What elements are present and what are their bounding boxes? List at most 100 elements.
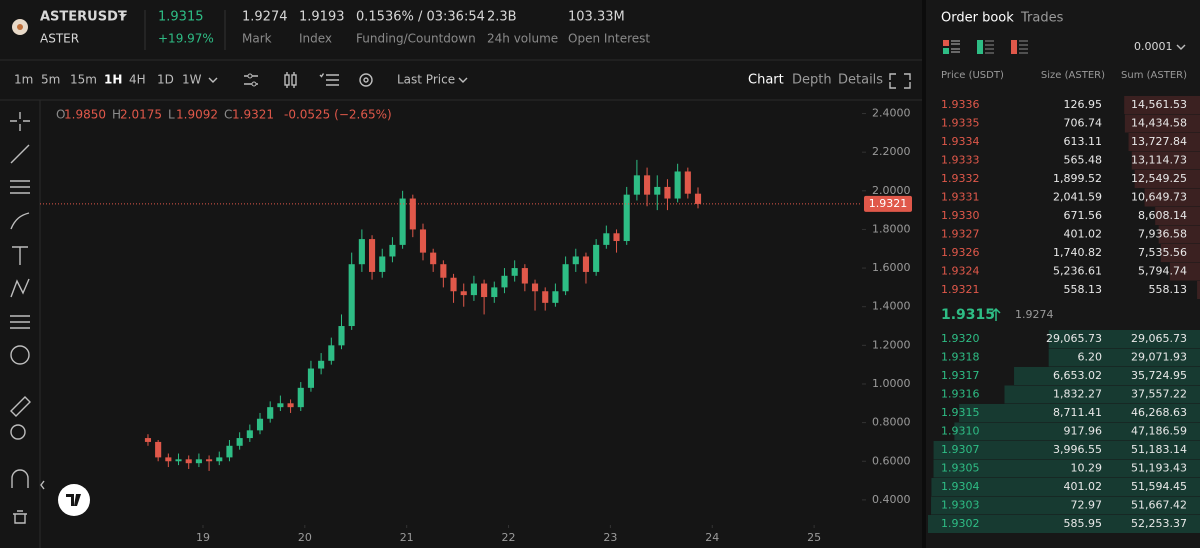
plot: 0.4000 0.6000 0.8000 1.0000 1.2000 1.4000 1.60… — [40, 107, 912, 544]
ohlc-legend: L — [168, 108, 175, 122]
ohlc-legend: -0.0525 (−2.65%) — [284, 108, 392, 122]
crosshair-tool[interactable] — [10, 112, 30, 131]
column-header: Sum (ASTER) — [1121, 70, 1187, 81]
emoji-tool[interactable] — [10, 345, 30, 365]
book-price: 1.9318 — [941, 351, 980, 364]
book-sum: 5,794.74 — [1138, 265, 1187, 278]
trash-tool[interactable] — [13, 510, 27, 524]
drawing-tools — [10, 112, 45, 524]
pattern-tool[interactable] — [10, 278, 30, 298]
candle-body — [318, 360, 325, 369]
candle-body — [521, 268, 528, 284]
candle-body — [358, 239, 365, 265]
book-sum: 51,594.45 — [1131, 480, 1187, 493]
depth-bar — [928, 515, 1200, 533]
interval[interactable]: 1m — [14, 73, 33, 87]
candle-body — [369, 239, 376, 272]
chart-panel — [0, 0, 922, 548]
candle-icon[interactable] — [284, 72, 297, 88]
book-size: 5,236.61 — [1053, 265, 1102, 278]
book-price: 1.9324 — [941, 265, 980, 278]
price-type[interactable]: Last Price — [397, 73, 455, 87]
depth-bar — [1004, 385, 1200, 404]
stat-value: 2.3B — [487, 10, 517, 25]
stat-value: 1.9274 — [242, 10, 288, 25]
interval[interactable]: 1W — [182, 73, 202, 87]
candle-body — [206, 459, 213, 462]
depth-bar — [1124, 114, 1200, 133]
mid-price: 1.9315 — [941, 307, 995, 323]
book-sum: 47,186.59 — [1131, 425, 1187, 438]
book-price: 1.9330 — [941, 209, 980, 222]
view-asks[interactable] — [1011, 40, 1028, 54]
book-price: 1.9332 — [941, 172, 980, 185]
line-tool[interactable] — [10, 144, 30, 164]
coin-icon-inner — [17, 24, 23, 30]
magnet-tool[interactable] — [11, 469, 29, 488]
interval[interactable]: 5m — [41, 73, 60, 87]
y-tick-label: 1.6000 — [872, 261, 911, 274]
view-tab[interactable]: Depth — [792, 73, 832, 88]
brush-tool[interactable] — [10, 212, 30, 230]
zoom-tool[interactable] — [10, 424, 26, 440]
fullscreen-icon[interactable] — [889, 73, 911, 89]
candle-body — [511, 268, 518, 276]
settings-icon[interactable] — [359, 73, 373, 87]
indicator-icon[interactable] — [244, 73, 258, 87]
candle-body — [277, 403, 284, 408]
collapse-tools[interactable] — [40, 480, 45, 490]
interval[interactable]: 1D — [157, 73, 174, 87]
measure-tool[interactable] — [10, 315, 30, 329]
stat-label: Index — [299, 32, 332, 46]
candle-body — [654, 186, 661, 195]
book-size: 6.20 — [1078, 351, 1103, 364]
candle-body — [267, 407, 274, 419]
ohlc-legend: C — [224, 108, 232, 122]
book-price: 1.9327 — [941, 228, 980, 241]
ruler-tool[interactable] — [10, 396, 31, 417]
book-size: 1,832.27 — [1053, 388, 1102, 401]
interval[interactable]: 1H — [104, 73, 122, 87]
view-both[interactable] — [943, 40, 960, 54]
candle-body — [175, 459, 182, 462]
candle-body — [613, 233, 620, 242]
book-sum: 10,649.73 — [1131, 191, 1187, 204]
book-size: 917.96 — [1064, 425, 1103, 438]
price-change: +19.97% — [158, 32, 214, 46]
depth-bar — [931, 478, 1200, 496]
precision-dropdown[interactable] — [1176, 44, 1186, 50]
ohlc-legend: 1.9092 — [176, 108, 218, 122]
book-sum: 558.13 — [1149, 283, 1188, 296]
candle-body — [633, 175, 640, 195]
book-tab[interactable]: Order book — [941, 11, 1014, 26]
x-tick-label: 23 — [603, 531, 617, 544]
candle-body — [389, 244, 396, 257]
candle-body — [582, 256, 590, 272]
current-price-box — [864, 195, 912, 212]
candle-body — [195, 459, 202, 464]
symbol-dropdown[interactable] — [119, 14, 127, 18]
interval[interactable]: 4H — [129, 73, 146, 87]
depth-bar — [1197, 281, 1200, 299]
text-tool[interactable] — [12, 246, 28, 265]
y-tick-label: 1.2000 — [872, 338, 911, 351]
book-size: 1,899.52 — [1053, 172, 1102, 185]
view-tab[interactable]: Details — [838, 73, 883, 88]
ohlc-legend: O — [56, 108, 65, 122]
x-tick-label: 22 — [502, 531, 516, 544]
candle-body — [450, 277, 457, 292]
interval[interactable]: 15m — [70, 73, 97, 87]
book-tab[interactable]: Trades — [1020, 11, 1064, 26]
view-bids[interactable] — [977, 40, 994, 54]
price-type-dropdown[interactable] — [458, 77, 468, 83]
interval-dropdown[interactable] — [208, 77, 218, 83]
fib-tool[interactable] — [10, 180, 30, 194]
y-tick-label: 0.4000 — [872, 493, 911, 506]
view-tab[interactable]: Chart — [748, 73, 784, 88]
candle-body — [572, 256, 579, 265]
candle-body — [399, 198, 406, 245]
book-size: 29,065.73 — [1046, 332, 1102, 345]
depth-bar — [1014, 367, 1200, 385]
list-icon[interactable] — [319, 73, 339, 86]
book-size: 2,041.59 — [1053, 191, 1102, 204]
